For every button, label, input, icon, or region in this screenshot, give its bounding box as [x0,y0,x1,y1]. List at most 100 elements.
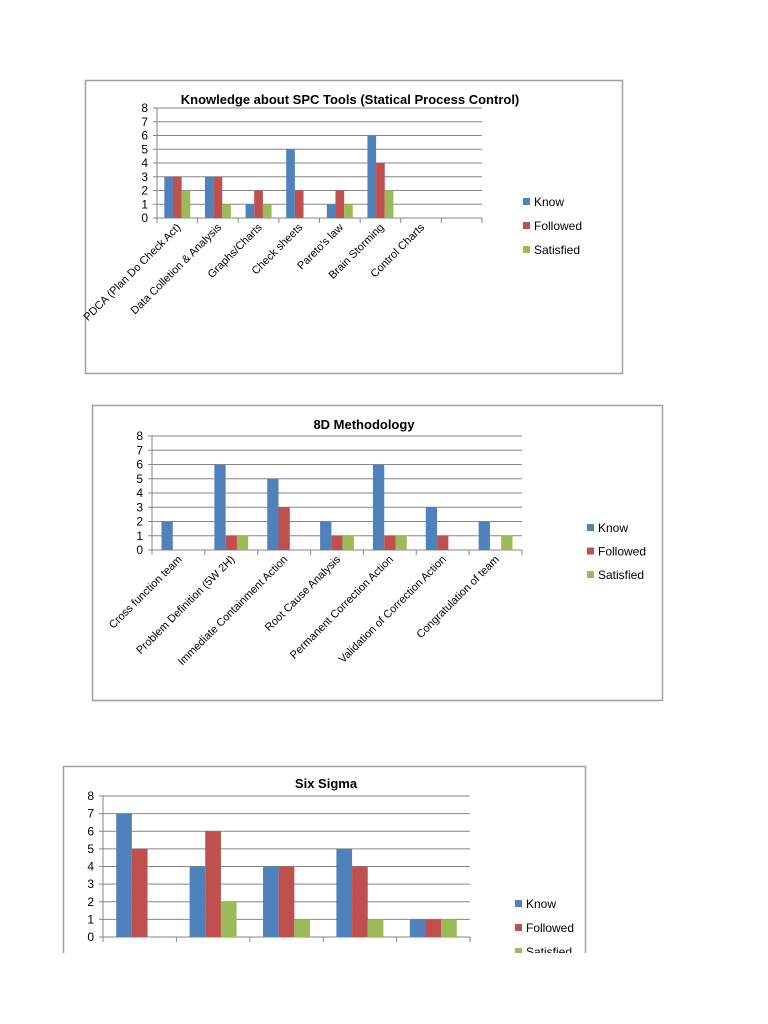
y-tick-label: 4 [141,156,148,170]
y-tick-label: 8 [136,429,143,443]
y-tick-label: 2 [87,895,94,909]
y-tick-label: 3 [136,500,143,514]
y-tick-label: 7 [87,807,94,821]
y-tick-label: 6 [87,824,94,838]
bar-satisfied [344,204,353,218]
bar-followed [278,507,290,550]
bar-followed [331,535,343,550]
bar-know [204,176,214,218]
y-tick-label: 6 [136,458,143,472]
bar-followed [294,190,304,218]
chart-title: 8D Methodology [313,417,415,432]
legend-label: Know [534,195,564,209]
bar-know [478,521,490,550]
bar-followed [437,535,449,550]
bar-followed [376,163,385,218]
bar-followed [213,176,223,218]
legend-swatch-satisfied [523,246,530,253]
bar-followed [172,176,182,218]
legend-label: Followed [526,921,574,935]
legend-swatch-followed [587,547,594,555]
bar-know [245,204,255,218]
bar-followed [352,866,368,937]
legend-label: Followed [598,545,646,559]
y-tick-label: 3 [87,877,94,891]
bar-know [263,866,279,937]
bar-satisfied [441,919,457,937]
bar-followed [254,190,263,218]
bar-followed [384,535,396,550]
y-tick-label: 7 [136,443,143,457]
legend-label: Satisfied [526,945,572,959]
y-tick-label: 0 [87,930,94,944]
y-tick-label: 3 [141,170,148,184]
legend-label: Followed [534,219,582,233]
chart-3: Six Sigma 0 1 2 3 4 5 6 7 8 Know Followed Satisfied [62,765,587,959]
bar-followed [131,848,148,937]
y-tick-label: 8 [141,101,148,115]
bar-know [116,813,132,937]
bar-know [320,521,332,550]
legend-label: Satisfied [598,568,644,582]
chart-title: Knowledge about SPC Tools (Statical Proc… [181,92,520,107]
y-tick-label: 2 [136,515,143,529]
bar-satisfied [501,535,513,550]
bar-know [214,464,226,550]
legend-swatch-followed [515,924,522,931]
bar-followed [225,535,237,550]
chart-border [91,404,664,702]
y-tick-label: 6 [141,129,148,143]
bar-know [189,866,206,937]
y-tick-label: 1 [87,912,94,926]
bar-know [267,478,279,550]
chart-title: Six Sigma [295,776,358,791]
bar-know [326,204,336,218]
bar-satisfied [181,190,191,218]
y-tick-label: 5 [136,472,143,486]
y-tick-label: 5 [141,142,148,156]
bar-know [372,464,385,550]
y-tick-label: 1 [136,529,143,543]
bar-satisfied [384,190,394,218]
legend-label: Satisfied [534,243,580,257]
bar-know [425,507,438,550]
bar-know [286,149,295,218]
legend-swatch-know [587,524,594,531]
chart-border [62,765,587,953]
bar-followed [205,831,221,937]
bar-satisfied [367,919,384,937]
bar-know [409,919,426,937]
y-tick-label: 0 [141,211,148,225]
chart-1: Knowledge about SPC Tools (Statical Proc… [82,79,624,375]
bar-know [164,176,173,218]
legend-swatch-know [515,900,522,907]
y-tick-label: 4 [136,486,143,500]
legend-swatch-satisfied [515,948,522,953]
bar-satisfied [236,535,249,550]
legend-swatch-satisfied [587,571,594,578]
bar-satisfied [262,204,272,218]
y-tick-label: 2 [141,184,148,198]
legend-label: Know [526,897,556,911]
bar-know [336,848,353,937]
bar-followed [425,919,442,937]
legend-swatch-followed [523,222,530,229]
bar-followed [335,190,345,218]
y-tick-label: 5 [87,842,94,856]
bar-satisfied [220,901,237,937]
bar-satisfied [222,204,231,218]
y-tick-label: 8 [87,789,94,803]
chart-border [84,79,624,375]
legend-swatch-know [523,198,530,205]
bar-satisfied [342,535,354,550]
bar-satisfied [395,535,407,550]
y-tick-label: 0 [136,543,143,557]
bar-followed [278,866,295,937]
y-tick-label: 7 [141,115,148,129]
y-tick-label: 4 [87,860,94,874]
legend-label: Know [598,521,628,535]
bar-satisfied [294,919,310,937]
bar-know [367,135,377,218]
